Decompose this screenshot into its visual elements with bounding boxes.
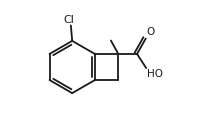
Text: Cl: Cl: [63, 15, 74, 25]
Text: O: O: [146, 27, 155, 37]
Text: HO: HO: [147, 69, 163, 79]
